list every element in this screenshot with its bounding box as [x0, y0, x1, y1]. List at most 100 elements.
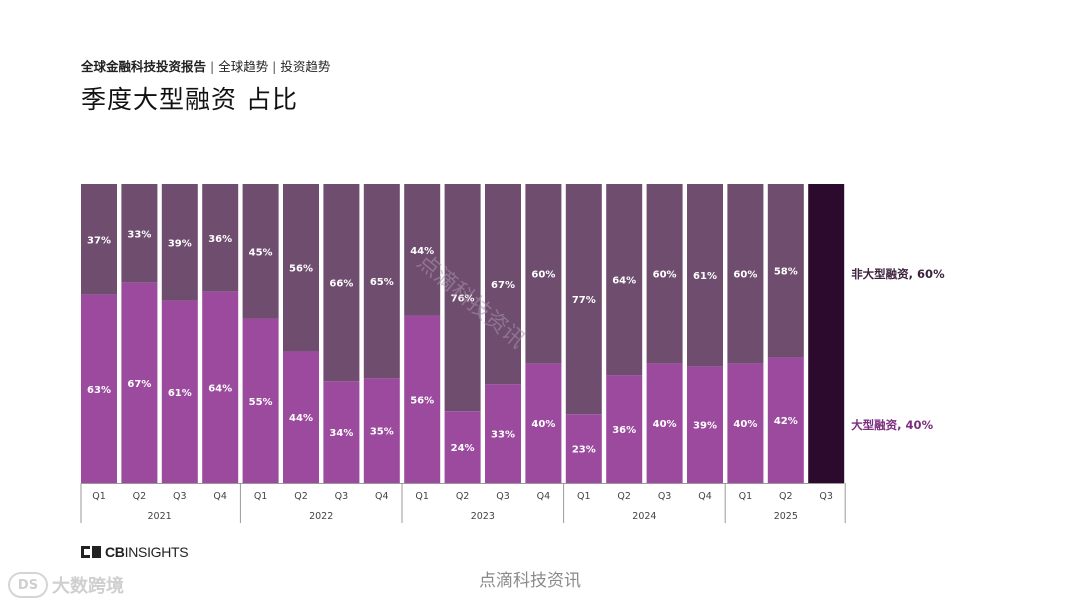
x-tick-label: Q1: [739, 491, 753, 502]
data-label-non-large: 64%: [612, 276, 636, 287]
bar-segment-non-large: [363, 184, 400, 379]
year-label: 2023: [471, 511, 495, 522]
bar-segment-large: [283, 351, 319, 483]
bar-segment-large: [485, 384, 521, 483]
x-tick-label: Q3: [496, 491, 510, 502]
bar-segment-non-large: [404, 184, 441, 316]
bar-segment-non-large: [202, 184, 239, 292]
watermark-bottom: 点滴科技资讯: [479, 571, 581, 591]
x-tick-label: Q4: [537, 491, 551, 502]
data-label-large: 40%: [733, 419, 757, 430]
x-tick-label: Q1: [415, 491, 429, 502]
year-label: 2024: [632, 511, 656, 522]
data-label-large: 34%: [329, 428, 353, 439]
bar-segment-large: [161, 300, 198, 483]
report-name: 全球金融科技投资报告: [81, 59, 207, 74]
bar-segment-large: [404, 315, 441, 483]
bar-segment-non-large: [444, 184, 481, 412]
corner-watermark-logo: DS 大数跨境: [8, 572, 124, 598]
data-label-large: 40%: [653, 419, 677, 430]
bar-segment-non-large: [283, 184, 319, 352]
data-label-non-large: 65%: [370, 277, 394, 288]
bar-segment-large: [565, 414, 602, 483]
bar-segment-non-large: [687, 184, 723, 367]
x-tick-label: Q3: [819, 491, 833, 502]
data-label-non-large: 37%: [87, 235, 111, 246]
x-tick-label: Q4: [213, 491, 227, 502]
x-tick-label: Q2: [779, 491, 793, 502]
cb-logo-icon: [81, 546, 101, 558]
x-tick-label: Q1: [254, 491, 268, 502]
data-label-non-large: 39%: [168, 238, 192, 249]
data-label-large: 42%: [774, 416, 798, 427]
projected-bar: [808, 184, 845, 483]
x-tick-label: Q3: [173, 491, 187, 502]
data-label-large: 40%: [531, 419, 555, 430]
bar-segment-non-large: [767, 184, 804, 358]
x-tick-label: Q1: [92, 491, 106, 502]
projected-label-large: 大型融资, 40%: [851, 418, 933, 432]
bar-segment-non-large: [485, 184, 521, 385]
ds-logo-icon: DS: [8, 572, 48, 598]
section-name: 全球趋势: [218, 59, 269, 74]
data-label-non-large: 36%: [208, 234, 232, 245]
bar-segment-non-large: [525, 184, 562, 364]
bar-segment-non-large: [646, 184, 683, 364]
data-label-large: 63%: [87, 385, 111, 396]
data-label-large: 44%: [289, 413, 313, 424]
cb-insights-logo: CBINSIGHTS: [81, 544, 189, 560]
x-tick-label: Q4: [375, 491, 389, 502]
bar-segment-non-large: [727, 184, 764, 364]
data-label-non-large: 60%: [531, 270, 555, 281]
data-label-large: 24%: [451, 443, 475, 454]
x-tick-label: Q2: [133, 491, 147, 502]
bar-segment-large: [202, 291, 239, 483]
data-label-large: 64%: [208, 383, 232, 394]
data-label-large: 23%: [572, 445, 596, 456]
data-label-non-large: 66%: [329, 279, 353, 290]
bar-segment-large: [121, 282, 158, 483]
bar-segment-large: [767, 357, 804, 483]
x-tick-label: Q3: [335, 491, 349, 502]
bar-segment-non-large: [121, 184, 158, 283]
bar-segment-non-large: [242, 184, 279, 319]
brand-bold: CB: [105, 544, 125, 560]
x-tick-label: Q2: [294, 491, 308, 502]
x-tick-label: Q2: [617, 491, 631, 502]
bar-segment-non-large: [565, 184, 602, 415]
bar-segment-large: [606, 375, 643, 483]
data-label-non-large: 77%: [572, 295, 596, 306]
x-tick-label: Q3: [658, 491, 672, 502]
bar-segment-non-large: [81, 184, 117, 295]
data-label-large: 56%: [410, 395, 434, 406]
bar-segment-large: [444, 411, 481, 483]
data-label-large: 35%: [370, 427, 394, 438]
kicker-separator: |: [206, 59, 219, 74]
bar-segment-large: [525, 363, 562, 483]
projected-label-non-large: 非大型融资, 60%: [851, 267, 945, 281]
year-label: 2021: [148, 511, 172, 522]
data-label-large: 36%: [612, 425, 636, 436]
data-label-non-large: 33%: [127, 229, 151, 240]
data-label-non-large: 60%: [733, 270, 757, 281]
data-label-non-large: 44%: [410, 246, 434, 257]
subsection-name: 投资趋势: [280, 59, 331, 74]
bar-segment-large: [81, 294, 117, 483]
bar-segment-large: [687, 366, 723, 483]
data-label-large: 67%: [127, 379, 151, 390]
data-label-non-large: 56%: [289, 264, 313, 275]
bar-segment-large: [727, 363, 764, 483]
brand-rest: INSIGHTS: [124, 544, 189, 560]
data-label-non-large: 61%: [693, 271, 717, 282]
x-tick-label: Q2: [456, 491, 470, 502]
year-label: 2022: [309, 511, 333, 522]
data-label-large: 61%: [168, 388, 192, 399]
data-label-non-large: 58%: [774, 267, 798, 278]
bar-segment-large: [646, 363, 683, 483]
bar-segment-non-large: [606, 184, 643, 376]
data-label-large: 33%: [491, 430, 515, 441]
bar-segment-large: [242, 318, 279, 483]
corner-logo-text: 大数跨境: [52, 576, 124, 597]
data-label-large: 39%: [693, 421, 717, 432]
